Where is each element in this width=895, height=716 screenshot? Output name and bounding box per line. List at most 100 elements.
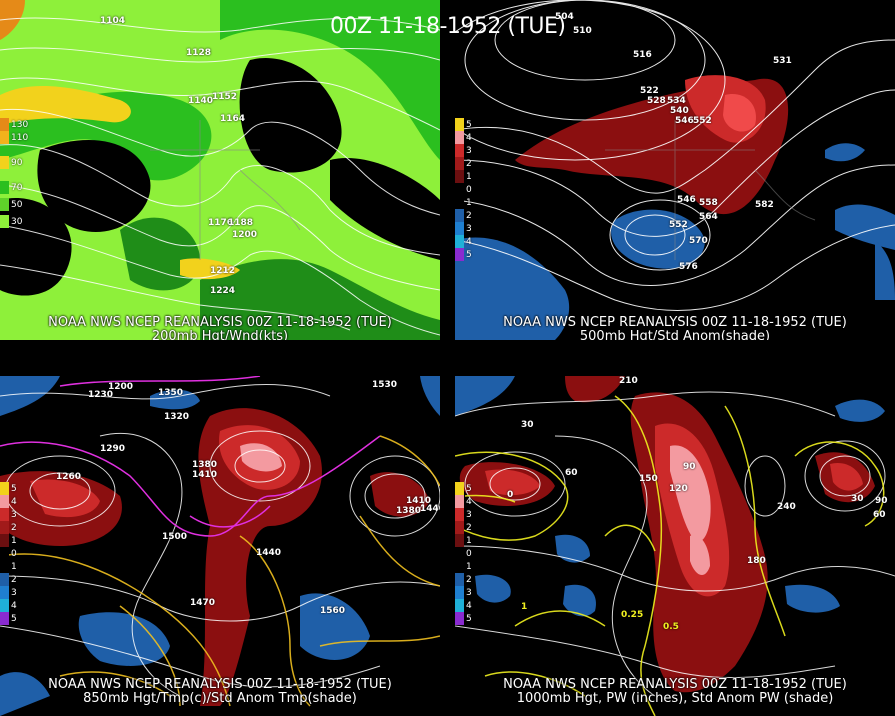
legend-item: 2	[455, 521, 472, 534]
contour-label: 1410	[406, 496, 432, 506]
contour-label: 1470	[190, 598, 216, 608]
contour-label: 240	[777, 502, 796, 512]
contour-label: 210	[619, 376, 638, 386]
contour-label: 1440	[256, 548, 282, 558]
legend-item: 2	[455, 573, 472, 586]
contour-label: 1320	[164, 412, 190, 422]
contour-label: 1410	[192, 470, 218, 480]
contour-label: 90	[875, 496, 888, 506]
contour-label: 0	[507, 490, 514, 500]
contour-label: 540	[670, 106, 689, 116]
legend-item: 3	[455, 508, 472, 521]
legend-item: 30	[0, 215, 28, 228]
legend-item: 1	[455, 560, 472, 573]
hgt850-map	[0, 376, 440, 716]
contour-label: 1440	[420, 504, 440, 514]
contour-label: 60	[873, 510, 886, 520]
legend-item: 1	[0, 560, 17, 573]
contour-label: 531	[773, 56, 792, 66]
legend-item: 5	[455, 612, 472, 625]
panel-caption: NOAA NWS NCEP REANALYSIS 00Z 11-18-1952 …	[48, 315, 392, 341]
legend-item: 5	[0, 612, 17, 625]
contour-label: 90	[683, 462, 696, 472]
legend-item: 2	[455, 209, 472, 222]
legend-item: 3	[0, 586, 17, 599]
legend-item: 3	[455, 586, 472, 599]
wind-legend: 130 110 90 70 50 30	[0, 118, 28, 228]
legend-item: 4	[455, 131, 472, 144]
contour-label: 0.25	[621, 610, 644, 620]
contour-label: 1200	[108, 382, 134, 392]
legend-item: 0	[455, 183, 472, 196]
contour-label: 0.5	[663, 622, 679, 632]
contour-label: 1530	[372, 380, 398, 390]
panel-850mb: 5 4 3 2 1 0 1 2 3 4 5 1200 1230 1260 129…	[0, 376, 440, 716]
contour-label: 534	[667, 96, 686, 106]
legend-item: 50	[0, 198, 28, 211]
contour-label: 1224	[210, 286, 236, 296]
legend-item: 4	[0, 599, 17, 612]
legend-item: 2	[0, 521, 17, 534]
contour-label: 504	[555, 12, 574, 22]
panel-500mb-anom: 5 4 3 2 1 0 1 2 3 4 5 504 510 516 522 52…	[455, 0, 895, 340]
hgt500-map	[455, 0, 895, 340]
contour-label: 558	[699, 198, 718, 208]
contour-label: 120	[669, 484, 688, 494]
contour-label: 1380	[192, 460, 218, 470]
legend-item: 1	[455, 170, 472, 183]
panel-caption: NOAA NWS NCEP REANALYSIS 00Z 11-18-1952 …	[503, 677, 847, 706]
contour-label: 1230	[88, 390, 114, 400]
contour-label: 1260	[56, 472, 82, 482]
anom500-legend: 5 4 3 2 1 0 1 2 3 4 5	[455, 118, 472, 261]
contour-label: 546	[675, 116, 694, 126]
contour-label: 1290	[100, 444, 126, 454]
contour-label: 1380	[396, 506, 422, 516]
legend-item: 90	[0, 156, 28, 169]
contour-label: 1176	[208, 218, 234, 228]
contour-label: 1	[521, 602, 528, 612]
legend-item: 3	[455, 222, 472, 235]
legend-item: 0	[0, 547, 17, 560]
contour-label: 552	[693, 116, 712, 126]
legend-item: 1	[455, 196, 472, 209]
anom-pw-legend: 5 4 3 2 1 0 1 2 3 4 5	[455, 482, 472, 625]
legend-item: 5	[0, 482, 17, 495]
contour-label: 1350	[158, 388, 184, 398]
contour-label: 30	[521, 420, 534, 430]
legend-item: 110	[0, 131, 28, 144]
legend-item: 1	[0, 534, 17, 547]
legend-item: 70	[0, 181, 28, 194]
legend-item: 3	[0, 508, 17, 521]
contour-label: 522	[640, 86, 659, 96]
contour-label: 1128	[186, 48, 212, 58]
main-title: 00Z 11-18-1952 (TUE)	[330, 14, 566, 39]
anom850-legend: 5 4 3 2 1 0 1 2 3 4 5	[0, 482, 17, 625]
legend-item: 2	[0, 573, 17, 586]
legend-item: 4	[0, 495, 17, 508]
legend-item: 3	[455, 144, 472, 157]
contour-label: 1212	[210, 266, 236, 276]
pw-map	[455, 376, 895, 716]
legend-item: 0	[455, 547, 472, 560]
wind-map	[0, 0, 440, 340]
contour-label: 582	[755, 200, 774, 210]
contour-label: 1188	[228, 218, 254, 228]
contour-label: 528	[647, 96, 666, 106]
legend-item: 5	[455, 118, 472, 131]
legend-item: 1	[455, 534, 472, 547]
contour-label: 564	[699, 212, 718, 222]
contour-label: 576	[679, 262, 698, 272]
legend-item: 4	[455, 599, 472, 612]
contour-label: 1104	[100, 16, 126, 26]
contour-label: 180	[747, 556, 766, 566]
contour-label: 510	[573, 26, 592, 36]
panel-caption: NOAA NWS NCEP REANALYSIS 00Z 11-18-1952 …	[503, 315, 847, 341]
contour-label: 150	[639, 474, 658, 484]
legend-item: 4	[455, 235, 472, 248]
contour-label: 1140	[188, 96, 214, 106]
contour-label: 1200	[232, 230, 258, 240]
contour-label: 30	[851, 494, 864, 504]
legend-item: 130	[0, 118, 28, 131]
legend-item: 5	[455, 482, 472, 495]
panel-200mb-wind: 130 110 90 70 50 30 1104 1128 1140 1152 …	[0, 0, 440, 340]
